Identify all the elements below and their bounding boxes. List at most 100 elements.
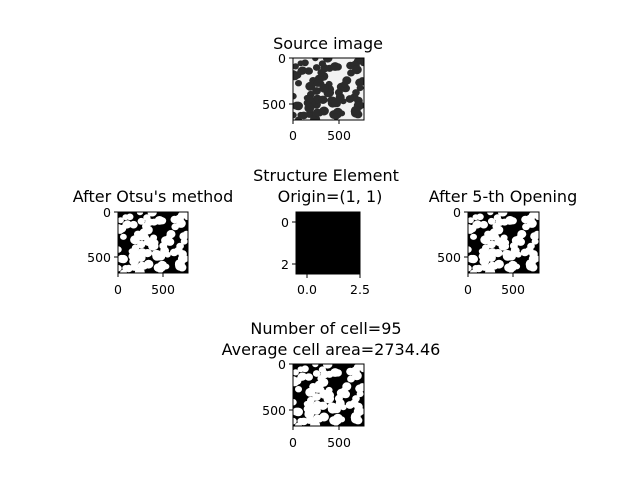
y-tick-label: 500 bbox=[262, 403, 286, 418]
cell-blob bbox=[160, 246, 170, 255]
cell-blob bbox=[534, 213, 539, 221]
cell-blob bbox=[295, 386, 302, 393]
cell-blob bbox=[147, 212, 157, 217]
cell-blob bbox=[137, 217, 145, 225]
cell-blob bbox=[318, 401, 328, 410]
cell-blob bbox=[480, 248, 489, 256]
axes-frame bbox=[467, 211, 540, 274]
cell-blob bbox=[335, 399, 345, 408]
cell-blob bbox=[118, 217, 124, 224]
cell-blob bbox=[312, 364, 319, 368]
cell-blob bbox=[505, 216, 515, 225]
cell-blob bbox=[468, 217, 474, 224]
cell-blob bbox=[350, 105, 361, 115]
cell-blob bbox=[312, 58, 319, 62]
result-image-cells bbox=[293, 364, 364, 426]
x-tick-label: 0 bbox=[114, 282, 122, 297]
panel-title-line: Average cell area=2734.46 bbox=[222, 340, 441, 359]
cell-blob bbox=[335, 93, 345, 102]
cell-blob bbox=[122, 221, 131, 229]
cell-blob bbox=[527, 219, 537, 228]
cell-blob bbox=[293, 398, 297, 406]
cell-blob bbox=[312, 108, 322, 117]
axes-frame bbox=[117, 211, 189, 274]
cell-blob bbox=[130, 235, 140, 245]
cell-blob bbox=[352, 89, 360, 97]
cell-blob bbox=[299, 111, 308, 120]
y-tick-label: 0 bbox=[278, 357, 286, 372]
axes-frame bbox=[292, 57, 365, 121]
opening-image-cells bbox=[468, 212, 539, 273]
cell-blob bbox=[332, 419, 340, 426]
cell-blob bbox=[130, 248, 139, 256]
cell-blob bbox=[356, 84, 364, 92]
x-tick-label: 0.0 bbox=[297, 282, 317, 297]
cell-blob bbox=[301, 365, 309, 373]
cell-blob bbox=[468, 254, 478, 264]
cell-blob bbox=[293, 72, 299, 81]
y-tick-label: 500 bbox=[87, 250, 111, 265]
cell-blob bbox=[156, 266, 164, 273]
axes-frame bbox=[295, 211, 361, 275]
cell-blob bbox=[176, 219, 186, 228]
cell-blob bbox=[525, 259, 536, 269]
x-tick-label: 0 bbox=[289, 435, 297, 450]
cell-blob bbox=[312, 370, 321, 377]
cell-blob bbox=[358, 383, 364, 390]
y-tick-label: 0 bbox=[278, 51, 286, 66]
panel-opening: After 5-th Opening 0 500 0 500 bbox=[429, 187, 577, 297]
cell-blob bbox=[180, 238, 188, 245]
cell-blob bbox=[345, 401, 355, 409]
cell-blob bbox=[533, 230, 539, 237]
x-tick-label: 500 bbox=[327, 128, 351, 143]
cell-blob bbox=[293, 111, 297, 119]
x-tick-label: 500 bbox=[151, 282, 175, 297]
cell-blob bbox=[468, 226, 474, 234]
structure-element-image bbox=[296, 212, 360, 274]
cell-blob bbox=[293, 378, 299, 387]
cell-blob bbox=[527, 242, 535, 250]
y-tick-label: 500 bbox=[437, 250, 461, 265]
cell-blob bbox=[330, 62, 340, 71]
cell-blob bbox=[305, 387, 316, 397]
cell-blob bbox=[497, 212, 508, 217]
panel-otsu: After Otsu's method 0 500 0 500 bbox=[73, 187, 233, 297]
cell-blob bbox=[295, 80, 302, 87]
panel-structure-element: Structure Element Origin=(1, 1) 0.0 2.5 … bbox=[253, 166, 399, 297]
cell-blob bbox=[305, 81, 316, 91]
cell-blob bbox=[299, 417, 308, 426]
cell-blob bbox=[183, 213, 188, 221]
cell-blob bbox=[488, 233, 497, 241]
cell-blob bbox=[318, 60, 326, 67]
panel-title-line: Source image bbox=[273, 34, 383, 53]
cell-blob bbox=[305, 401, 314, 409]
cell-blob bbox=[313, 79, 322, 87]
cell-blob bbox=[312, 87, 321, 95]
cell-blob bbox=[487, 240, 496, 249]
cell-blob bbox=[293, 369, 299, 376]
cell-blob bbox=[517, 230, 527, 239]
cell-blob bbox=[330, 368, 340, 377]
x-tick-label: 0 bbox=[289, 128, 297, 143]
y-tick-label: 0 bbox=[281, 215, 289, 230]
cell-blob bbox=[356, 390, 364, 398]
cell-blob bbox=[319, 83, 329, 93]
cell-blob bbox=[487, 217, 496, 225]
cell-blob bbox=[154, 216, 165, 225]
cell-blob bbox=[126, 213, 134, 221]
cell-blob bbox=[293, 101, 303, 111]
cell-blob bbox=[297, 373, 307, 381]
cell-blob bbox=[176, 242, 184, 250]
cell-blob bbox=[359, 59, 364, 67]
cell-blob bbox=[487, 212, 494, 216]
panel-title-line: Structure Element bbox=[253, 166, 399, 185]
cell-blob bbox=[293, 417, 297, 425]
cell-blob bbox=[304, 103, 315, 113]
cell-blob bbox=[143, 214, 151, 221]
cell-blob bbox=[169, 248, 179, 257]
x-tick-label: 500 bbox=[327, 435, 351, 450]
cell-blob bbox=[118, 246, 122, 253]
cell-blob bbox=[124, 264, 133, 273]
x-tick-label: 0 bbox=[464, 282, 472, 297]
cell-blob bbox=[166, 230, 176, 239]
